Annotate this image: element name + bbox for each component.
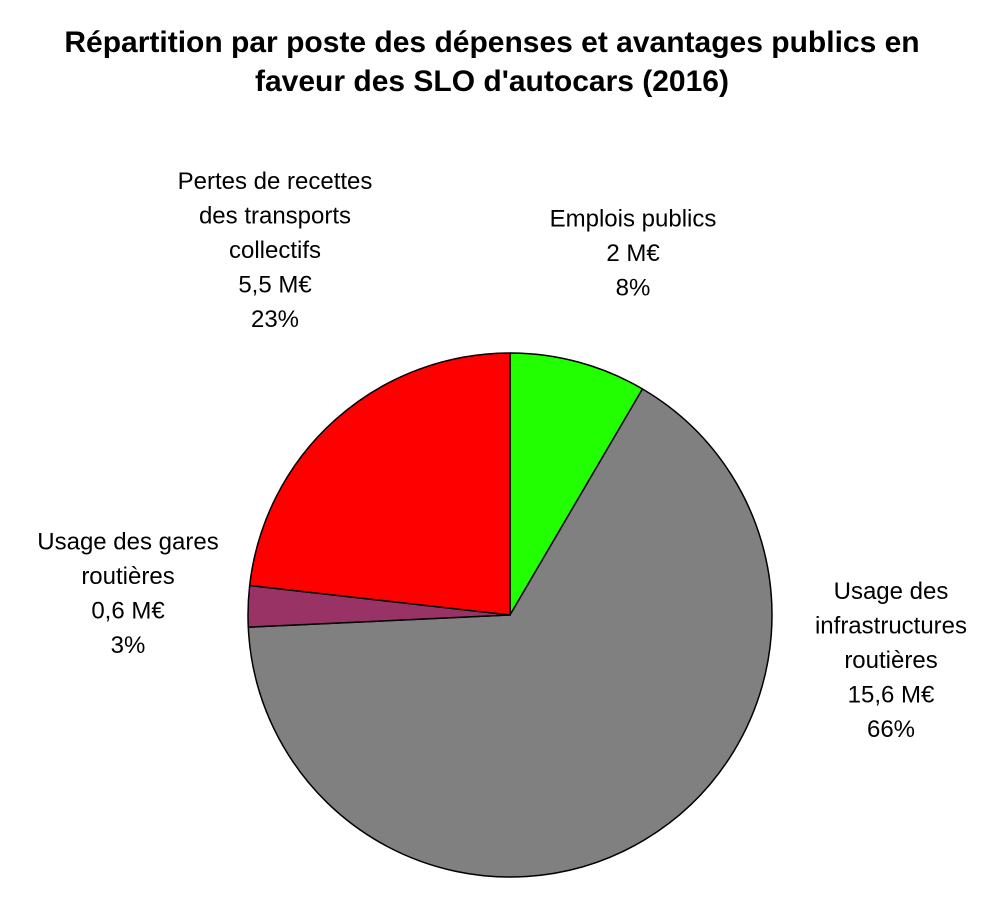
slice-percent-label: 66%	[867, 716, 915, 743]
slice-label-line: Pertes de recettes	[178, 168, 373, 195]
chart-title-line-1: Répartition par poste des dépenses et av…	[64, 26, 919, 59]
slice-percent-label: 3%	[111, 632, 146, 659]
slice-label-line: Usage des gares	[37, 528, 218, 555]
slice-label-usage-des-infrastructures-routieres: Usage des infrastructures routières 15,6 M€…	[815, 578, 967, 743]
slice-label-line: Usage des	[834, 578, 949, 605]
slice-label-line: routières	[844, 647, 937, 674]
slice-value-label: 5,5 M€	[238, 272, 312, 299]
slice-label-line: infrastructures	[815, 613, 967, 640]
slice-percent-label: 23%	[251, 306, 299, 333]
pie-slice-pertes-de-recettes-des-transports-collectifs	[248, 352, 511, 616]
slice-label-pertes-de-recettes-des-transports-collectifs: Pertes de recettes des transports collecti…	[178, 168, 373, 333]
pie-slices	[247, 352, 773, 878]
slice-label-line: routières	[81, 563, 174, 590]
slice-label-line: des transports	[199, 203, 351, 230]
chart-title-line-2: faveur des SLO d'autocars (2016)	[255, 65, 729, 98]
slice-label-line: Emplois publics	[550, 206, 717, 233]
slice-label-emplois-publics: Emplois publics 2 M€ 8%	[550, 206, 717, 302]
pie-slice-usage-des-infrastructures-routieres	[247, 388, 773, 878]
slice-label-line: collectifs	[229, 237, 321, 264]
slice-label-usage-des-gares-routieres: Usage des gares routières 0,6 M€ 3%	[37, 528, 218, 659]
slice-value-label: 15,6 M€	[848, 682, 935, 709]
slice-value-label: 0,6 M€	[91, 597, 165, 624]
slice-percent-label: 8%	[616, 275, 651, 302]
slice-value-label: 2 M€	[606, 240, 660, 267]
slice-labels: Emplois publics 2 M€ 8% Usage des infrastruc…	[37, 168, 967, 743]
pie-slice-emplois-publics	[509, 352, 644, 616]
